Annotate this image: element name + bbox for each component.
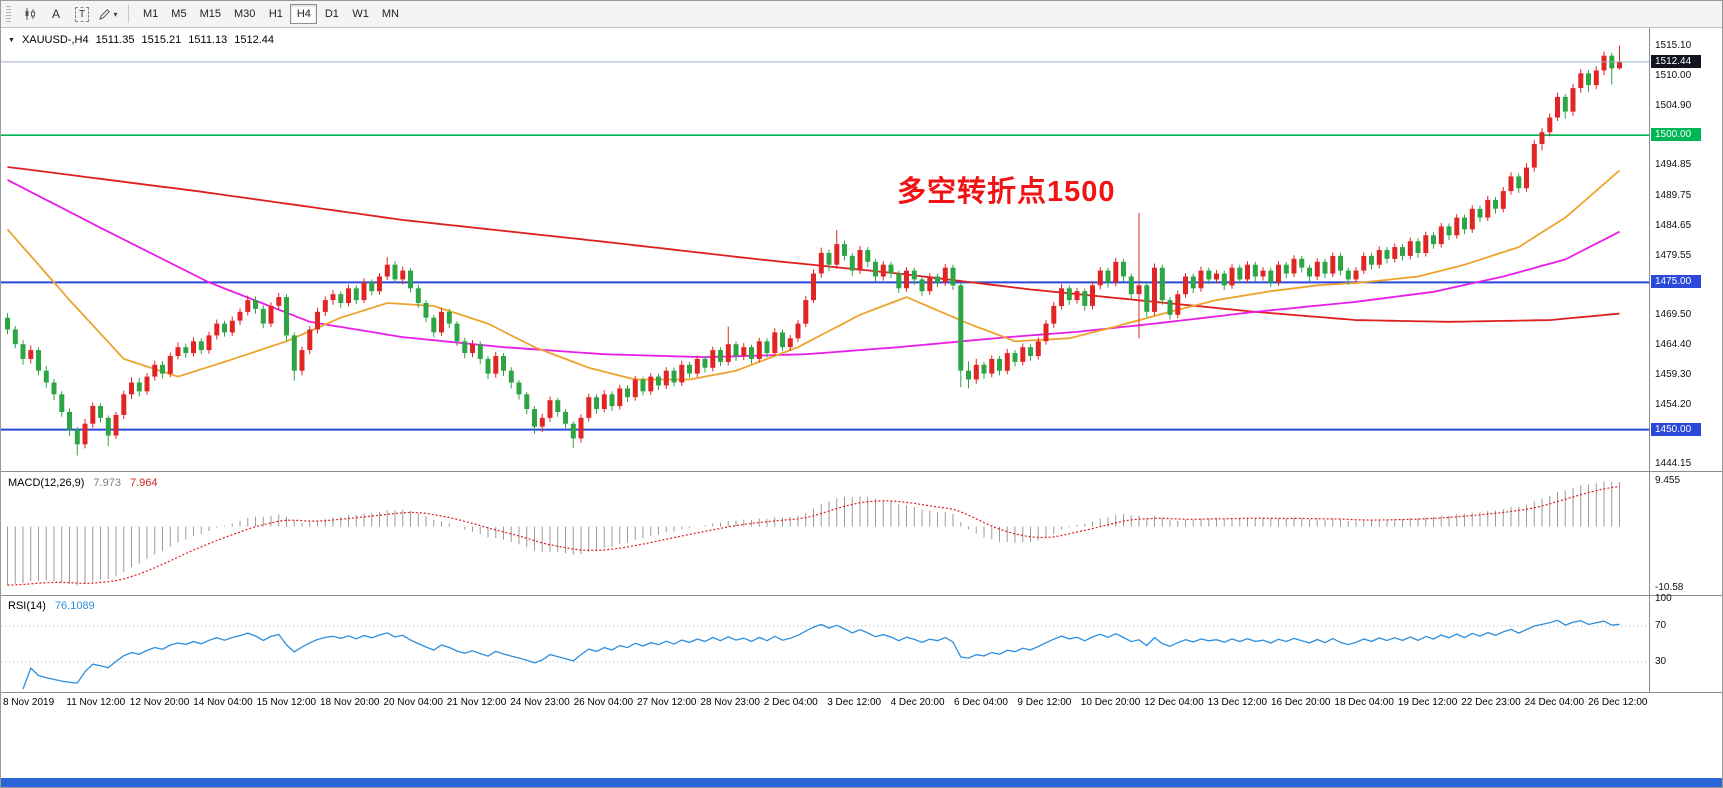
- drawing-tool-button[interactable]: ▾: [96, 4, 120, 25]
- time-label: 27 Nov 12:00: [637, 697, 697, 708]
- candles-layer: [5, 45, 1622, 456]
- time-label: 2 Dec 04:00: [763, 697, 818, 708]
- chart-text-annotation[interactable]: 多空转折点1500: [897, 176, 1116, 208]
- time-label: 13 Dec 12:00: [1207, 697, 1268, 708]
- rsi-line: [22, 619, 1620, 690]
- tf-button-h4[interactable]: H4: [290, 4, 318, 24]
- time-label: 10 Dec 20:00: [1080, 697, 1141, 708]
- text-label-tool-button[interactable]: T: [70, 4, 94, 25]
- ma-fast-orange: [6, 169, 1621, 381]
- tf-button-w1[interactable]: W1: [346, 4, 375, 24]
- pencil-icon: [99, 8, 111, 20]
- time-label: 19 Dec 12:00: [1397, 697, 1458, 708]
- time-label: 11 Nov 12:00: [66, 697, 126, 708]
- tf-button-mn[interactable]: MN: [376, 4, 405, 24]
- tf-button-m30[interactable]: M30: [228, 4, 261, 24]
- tf-button-h1[interactable]: H1: [262, 4, 289, 24]
- symbol-name: XAUUSD-,H4: [21, 34, 89, 46]
- time-label: 26 Dec 12:00: [1588, 697, 1648, 708]
- macd-name: MACD(12,26,9): [8, 477, 85, 489]
- candlestick-chart-button[interactable]: [18, 4, 42, 25]
- tf-button-m1[interactable]: M1: [137, 4, 164, 24]
- ma-mid-magenta: [7, 179, 1620, 359]
- macd-value-signal: 7.964: [129, 477, 158, 489]
- text-tool-button[interactable]: A: [44, 4, 68, 25]
- time-label: 18 Dec 04:00: [1334, 697, 1394, 708]
- time-label: 4 Dec 20:00: [890, 697, 945, 708]
- time-label: 9 Dec 12:00: [1017, 697, 1072, 708]
- ohlc-low: 1511.13: [188, 34, 228, 46]
- dropdown-caret-icon: ▾: [113, 9, 118, 19]
- label-tool-glyph: T: [74, 6, 90, 22]
- time-label: 24 Dec 04:00: [1524, 697, 1585, 708]
- macd-histogram: [7, 481, 1620, 586]
- ma-slow-red: [7, 166, 1620, 323]
- tf-button-d1[interactable]: D1: [318, 4, 345, 24]
- ohlc-high: 1515.21: [141, 34, 182, 46]
- time-label: 24 Nov 23:00: [510, 697, 570, 708]
- time-label: 6 Dec 04:00: [954, 697, 1008, 708]
- rsi-name: RSI(14): [8, 600, 46, 612]
- time-label: 22 Dec 23:00: [1461, 697, 1521, 708]
- rsi-value: 76.1089: [54, 600, 95, 612]
- time-label: 12 Nov 20:00: [129, 697, 190, 708]
- toolbar-grip[interactable]: [6, 5, 11, 23]
- tf-button-m5[interactable]: M5: [165, 4, 192, 24]
- chart-canvas[interactable]: [1, 28, 1723, 693]
- time-axis[interactable]: 8 Nov 2019 11 Nov 12:00 12 Nov 20:00 14 Nov…: [1, 693, 1722, 715]
- candlestick-icon: [25, 8, 35, 20]
- symbol-ohlc: ▼ XAUUSD-,H4 1511.35 1515.21 1511.13 151…: [8, 34, 274, 46]
- time-label: 12 Dec 04:00: [1144, 697, 1204, 708]
- ohlc-open: 1511.35: [95, 34, 135, 46]
- horizontal-lines-layer[interactable]: [1, 134, 1649, 431]
- time-label: 8 Nov 2019: [3, 697, 55, 708]
- tf-button-m15[interactable]: M15: [194, 4, 227, 24]
- time-label: 20 Nov 04:00: [383, 697, 443, 708]
- macd-value-main: 7.973: [93, 477, 121, 489]
- time-label: 26 Nov 04:00: [573, 697, 634, 708]
- charts-toolbar: A T ▾ M1 M5 M15 M30 H1 H4 D1 W1 MN: [1, 1, 1722, 28]
- time-label: 15 Nov 12:00: [256, 697, 317, 708]
- rsi-indicator-label: RSI(14) 76.1089: [8, 600, 95, 612]
- timeframe-group: M1 M5 M15 M30 H1 H4 D1 W1 MN: [137, 4, 405, 24]
- time-label: 16 Dec 20:00: [1271, 697, 1331, 708]
- time-label: 28 Nov 23:00: [700, 697, 760, 708]
- macd-signal-line: [7, 485, 1620, 586]
- time-label: 21 Nov 12:00: [446, 697, 507, 708]
- time-label: 3 Dec 12:00: [827, 697, 882, 708]
- toolbar-separator: [128, 5, 129, 23]
- time-label: 18 Nov 20:00: [320, 697, 380, 708]
- macd-indicator-label: MACD(12,26,9) 7.973 7.964: [8, 477, 157, 489]
- ohlc-close: 1512.44: [234, 34, 274, 46]
- time-label: 14 Nov 04:00: [193, 697, 253, 708]
- collapse-icon[interactable]: ▼: [8, 36, 15, 44]
- price-axis[interactable]: [1650, 28, 1722, 693]
- bottom-bar: [1, 778, 1722, 787]
